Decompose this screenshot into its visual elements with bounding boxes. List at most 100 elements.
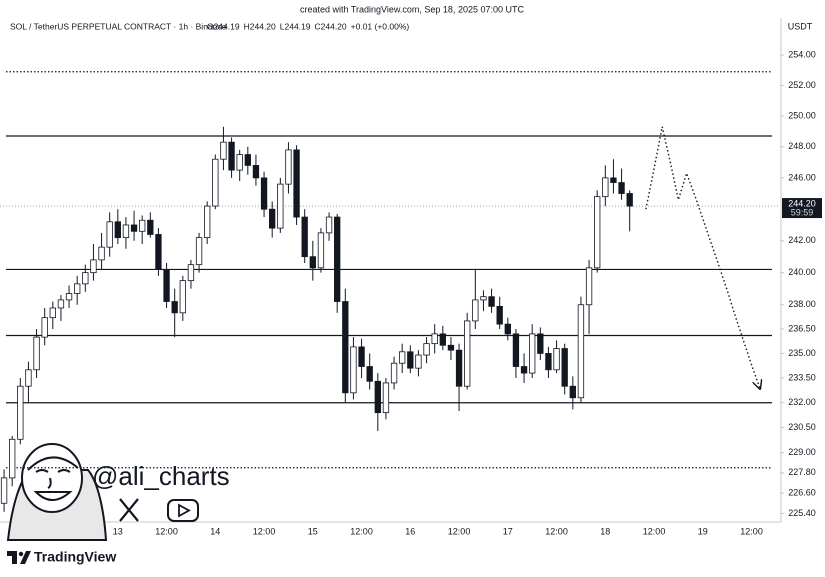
candle-body	[537, 333, 544, 354]
youtube-icon	[167, 499, 199, 522]
candle-body	[309, 256, 316, 269]
x-tick-label: 18	[600, 526, 610, 536]
y-tick-label: 250.00	[788, 110, 816, 120]
x-tick-label: 13	[113, 526, 123, 536]
y-tick-label: 232.00	[788, 397, 816, 407]
candle-body	[236, 154, 243, 171]
candle-body	[407, 351, 414, 369]
candle-body	[545, 353, 552, 371]
candle-body	[82, 272, 89, 285]
candle-body	[204, 205, 211, 239]
candle-body	[455, 349, 463, 387]
y-tick-label: 226.60	[788, 487, 816, 497]
candle-body	[626, 193, 633, 207]
footer-brand: TradingView	[34, 549, 116, 565]
last-price-box	[782, 198, 822, 219]
candle-body	[220, 141, 227, 160]
candle-body	[480, 296, 487, 301]
x-tick-label: 12:00	[253, 526, 276, 536]
candle-body	[472, 299, 479, 322]
y-tick-label: 246.00	[788, 172, 816, 182]
y-tick-label: 227.80	[788, 467, 816, 477]
y-tick-label: 248.00	[788, 141, 816, 151]
candle-body	[179, 280, 186, 314]
last-price-label: 244.20	[788, 198, 816, 208]
candle-body	[374, 380, 381, 414]
candle-body	[301, 216, 308, 258]
candle-body	[488, 296, 495, 307]
y-tick-label: 225.40	[788, 508, 816, 518]
created-note: created with TradingView.com, Sep 18, 20…	[300, 4, 524, 14]
candle-body	[187, 264, 195, 282]
candle-body	[285, 149, 292, 185]
candle-body	[122, 224, 130, 239]
candle-body	[512, 333, 520, 367]
candle-body	[504, 323, 511, 335]
x-tick-label: 12:00	[740, 526, 763, 536]
candle-body	[171, 301, 178, 314]
candle-body	[57, 299, 65, 309]
candle-body	[49, 307, 56, 319]
candle-body	[0, 477, 8, 504]
candle-body	[350, 346, 357, 394]
candle-body	[9, 438, 16, 479]
candle-body	[569, 385, 576, 399]
candle-body	[155, 234, 162, 270]
candle-body	[439, 333, 446, 346]
x-tick-label: 19	[698, 526, 708, 536]
ohlc-value: O244.19	[207, 21, 240, 31]
avatar	[6, 443, 108, 541]
candle-body	[74, 283, 81, 294]
candle-body	[114, 221, 121, 239]
ohlc-value: H244.20	[244, 21, 276, 31]
candle-body	[342, 301, 349, 394]
candle-body	[553, 348, 560, 371]
y-tick-label: 230.50	[788, 422, 816, 432]
candle-body	[423, 343, 430, 356]
y-tick-label: 252.00	[788, 80, 816, 90]
candle-body	[610, 177, 617, 183]
x-tick-label: 12:00	[350, 526, 373, 536]
projection-path	[645, 126, 760, 388]
candle-body	[602, 177, 609, 198]
candle-body	[195, 237, 203, 266]
candle-body	[529, 333, 536, 374]
y-tick-label: 242.00	[788, 235, 816, 245]
candle-body	[277, 183, 284, 229]
y-tick-label: 233.50	[788, 372, 816, 382]
candle-body	[520, 366, 528, 374]
currency: USDT	[788, 21, 813, 31]
candle-body	[447, 344, 455, 351]
candle-body	[325, 216, 333, 234]
candle-body	[163, 269, 170, 302]
x-icon	[119, 498, 139, 522]
watermark-handle: @ali_charts	[92, 461, 230, 491]
candle-body	[561, 348, 568, 387]
candle-body	[260, 177, 268, 210]
y-tick-label: 254.00	[788, 49, 816, 59]
candle-body	[293, 149, 300, 218]
candle-body	[464, 320, 471, 387]
candle-body	[431, 333, 438, 345]
candle-body	[228, 141, 235, 171]
x-tick-label: 12:00	[545, 526, 568, 536]
candle-body	[334, 216, 341, 302]
candle-body	[269, 208, 276, 229]
countdown: 59:59	[791, 207, 814, 217]
candle-body	[41, 317, 48, 338]
candle-body	[98, 246, 105, 261]
candle-body	[212, 158, 219, 207]
y-tick-label: 238.00	[788, 299, 816, 309]
y-tick-label: 240.00	[788, 267, 816, 277]
tradingview-logo	[7, 551, 31, 564]
candle-body	[252, 165, 260, 179]
candle-body	[358, 346, 365, 367]
candle-body	[33, 336, 40, 371]
legend: SOL / TetherUS PERPETUAL CONTRACT · 1h ·…	[10, 21, 409, 31]
x-tick-label: 12:00	[155, 526, 178, 536]
candle-body	[618, 182, 625, 194]
x-tick-label: 14	[210, 526, 220, 536]
candle-body	[139, 219, 146, 232]
